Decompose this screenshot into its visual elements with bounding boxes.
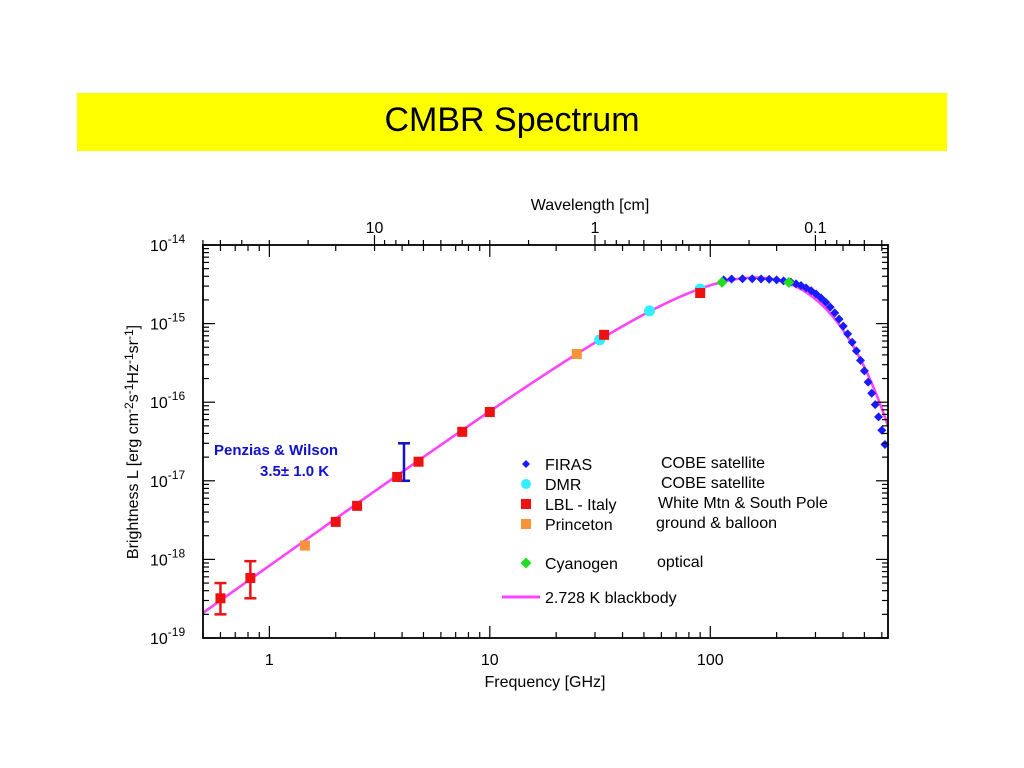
- point-firas: [764, 274, 774, 284]
- x2-tick-label: 0.1: [804, 220, 826, 237]
- point-firas: [843, 329, 853, 339]
- legend-note-princeton: ground & balloon: [656, 515, 777, 532]
- plot-frame: [202, 244, 889, 639]
- point-lbl-italy: [245, 572, 256, 583]
- y-tick-label: 10-18: [150, 546, 185, 569]
- legend-name-firas: FIRAS: [545, 457, 592, 474]
- x2-tick-label: 10: [366, 220, 384, 237]
- legend-marker-cyanogen: [520, 557, 532, 569]
- point-firas: [834, 314, 844, 324]
- point-lbl-italy: [599, 329, 610, 340]
- point-firas: [747, 274, 757, 284]
- point-lbl-italy: [330, 516, 341, 527]
- x2-tick-label: 1: [590, 220, 599, 237]
- legend-name-cyanogen: Cyanogen: [545, 556, 618, 573]
- point-lbl-italy: [695, 288, 706, 299]
- x-axis-label: Frequency [GHz]: [485, 674, 606, 691]
- point-firas: [727, 274, 737, 284]
- y-tick-label: 10-16: [150, 389, 185, 412]
- point-lbl-italy: [352, 500, 363, 511]
- point-firas: [737, 274, 747, 284]
- point-firas: [851, 346, 861, 356]
- legend-marker-lbl-italy: [521, 499, 531, 509]
- legend-note-firas: COBE satellite: [661, 455, 765, 472]
- legend-name-dmr: DMR: [545, 477, 581, 494]
- point-princeton: [299, 540, 310, 551]
- page-title: CMBR Spectrum: [384, 101, 640, 139]
- y-tick-label: 10-17: [150, 468, 185, 491]
- legend-note-dmr: COBE satellite: [661, 475, 765, 492]
- point-firas: [825, 302, 835, 312]
- point-lbl-italy: [484, 407, 495, 418]
- title-banner: CMBR Spectrum: [77, 93, 947, 151]
- annotation-line-1: Penzias & Wilson: [214, 442, 338, 459]
- legend-note-lbl-italy: White Mtn & South Pole: [658, 495, 828, 512]
- x2-axis-label: Wavelength [cm]: [531, 197, 650, 214]
- point-lbl-italy: [215, 593, 226, 604]
- point-firas: [877, 425, 887, 435]
- point-princeton: [571, 349, 582, 360]
- point-lbl-italy: [413, 456, 424, 467]
- point-firas: [867, 388, 877, 398]
- legend-note-cyanogen: optical: [657, 554, 703, 571]
- y-tick-label: 10-14: [150, 232, 185, 255]
- point-firas: [772, 275, 782, 285]
- point-lbl-italy: [457, 426, 468, 437]
- legend-marker-princeton: [521, 519, 531, 529]
- point-firas: [756, 274, 766, 284]
- legend-marker-dmr: [521, 479, 531, 489]
- point-firas: [855, 355, 865, 365]
- y-tick-label: 10-19: [150, 625, 185, 648]
- point-firas: [874, 412, 884, 422]
- legend-name-lbl-italy: LBL - Italy: [545, 497, 616, 514]
- point-firas: [859, 366, 869, 376]
- point-cyanogen: [783, 276, 795, 288]
- point-firas: [863, 377, 873, 387]
- point-firas: [838, 321, 848, 331]
- legend-name-princeton: Princeton: [545, 517, 613, 534]
- x-tick-label: 1: [265, 652, 274, 669]
- annotation-line-2: 3.5± 1.0 K: [260, 463, 329, 480]
- point-firas: [821, 297, 831, 307]
- point-firas: [847, 337, 857, 347]
- point-dmr: [643, 305, 655, 317]
- y-axis-label: Brightness L [erg cm-2s-1Hz-1sr-1]: [122, 325, 142, 559]
- legend-marker-firas: [522, 460, 530, 468]
- legend-name-blackbody: 2.728 K blackbody: [545, 590, 677, 607]
- x-tick-label: 10: [481, 652, 499, 669]
- x-tick-label: 100: [697, 652, 724, 669]
- point-firas: [830, 308, 840, 318]
- point-lbl-italy: [392, 471, 403, 482]
- point-cyanogen: [716, 276, 728, 288]
- y-tick-label: 10-15: [150, 311, 185, 334]
